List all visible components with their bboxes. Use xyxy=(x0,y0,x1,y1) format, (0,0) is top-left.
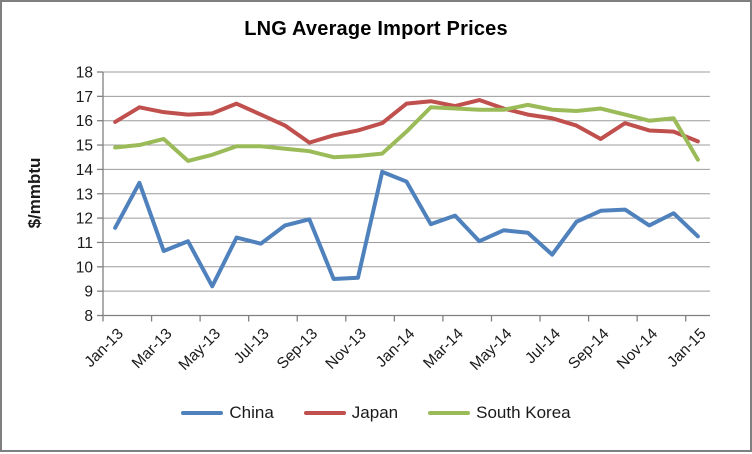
x-tick-label: Nov-13 xyxy=(322,325,369,372)
x-tick-label: Sep-14 xyxy=(565,325,613,373)
x-tick-label: May-13 xyxy=(176,325,225,374)
y-tick-label: 13 xyxy=(76,186,93,203)
y-tick-label: 15 xyxy=(76,138,93,155)
x-tick-label: Mar-13 xyxy=(129,325,176,372)
y-tick-label: 11 xyxy=(77,235,93,252)
y-tick-label: 17 xyxy=(76,89,93,106)
legend-item-south-korea: South Korea xyxy=(428,403,571,423)
x-tick-label: May-14 xyxy=(467,325,516,374)
x-tick-label: Nov-14 xyxy=(614,325,662,373)
legend-item-japan: Japan xyxy=(303,403,399,423)
legend-line-swatch xyxy=(428,411,471,415)
y-tick-label: 10 xyxy=(76,259,94,276)
x-tick-label: Jan-13 xyxy=(81,325,127,371)
legend-label: China xyxy=(229,403,274,422)
series-line-china xyxy=(113,169,700,289)
legend-line-swatch xyxy=(181,411,224,415)
x-tick-label: Jan-15 xyxy=(664,325,710,371)
legend-label: Japan xyxy=(351,403,399,422)
legend-item-china: China xyxy=(181,403,274,423)
legend: China Japan South Korea xyxy=(2,403,750,423)
series-line-south-korea xyxy=(113,102,700,163)
series-line-japan xyxy=(113,98,700,145)
y-tick-label: 14 xyxy=(76,162,94,179)
x-tick-label: Jul-14 xyxy=(522,325,564,367)
x-tick-label: Jul-13 xyxy=(231,325,273,367)
x-tick-label: Mar-14 xyxy=(420,325,467,372)
legend-line-swatch xyxy=(303,411,346,415)
y-tick-label: 8 xyxy=(84,308,93,325)
y-tick-label: 16 xyxy=(76,113,93,130)
legend-label: South Korea xyxy=(476,403,571,422)
x-tick-label: Sep-13 xyxy=(274,325,321,372)
y-tick-label: 9 xyxy=(84,284,93,301)
y-tick-label: 12 xyxy=(76,211,93,228)
y-tick-label: 18 xyxy=(76,65,93,82)
chart-title: LNG Average Import Prices xyxy=(244,18,508,40)
x-tick-label: Jan-14 xyxy=(373,325,419,371)
